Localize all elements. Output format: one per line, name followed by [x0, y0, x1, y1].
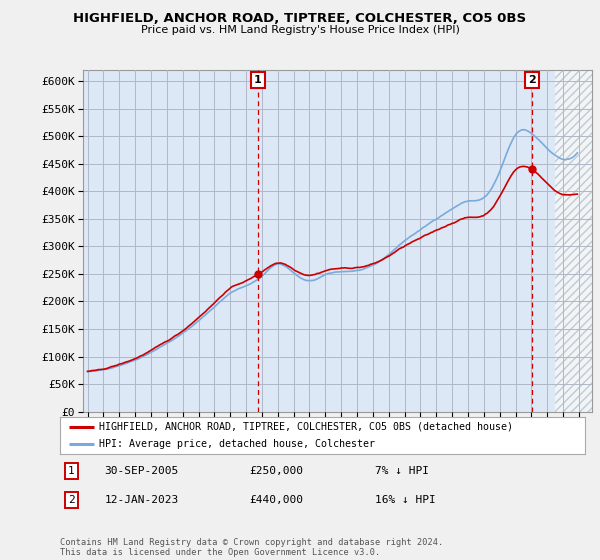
- Text: 16% ↓ HPI: 16% ↓ HPI: [375, 495, 436, 505]
- Text: HIGHFIELD, ANCHOR ROAD, TIPTREE, COLCHESTER, CO5 0BS (detached house): HIGHFIELD, ANCHOR ROAD, TIPTREE, COLCHES…: [100, 422, 514, 432]
- Text: Price paid vs. HM Land Registry's House Price Index (HPI): Price paid vs. HM Land Registry's House …: [140, 25, 460, 35]
- Text: £440,000: £440,000: [249, 495, 303, 505]
- Text: Contains HM Land Registry data © Crown copyright and database right 2024.
This d: Contains HM Land Registry data © Crown c…: [60, 538, 443, 557]
- Text: HPI: Average price, detached house, Colchester: HPI: Average price, detached house, Colc…: [100, 439, 376, 449]
- Text: 7% ↓ HPI: 7% ↓ HPI: [375, 466, 429, 476]
- Text: 2: 2: [68, 495, 75, 505]
- Text: 2: 2: [528, 75, 536, 85]
- Text: HIGHFIELD, ANCHOR ROAD, TIPTREE, COLCHESTER, CO5 0BS: HIGHFIELD, ANCHOR ROAD, TIPTREE, COLCHES…: [73, 12, 527, 25]
- Text: £250,000: £250,000: [249, 466, 303, 476]
- Text: 1: 1: [68, 466, 75, 476]
- Text: 12-JAN-2023: 12-JAN-2023: [104, 495, 179, 505]
- Text: 30-SEP-2005: 30-SEP-2005: [104, 466, 179, 476]
- Text: 1: 1: [254, 75, 262, 85]
